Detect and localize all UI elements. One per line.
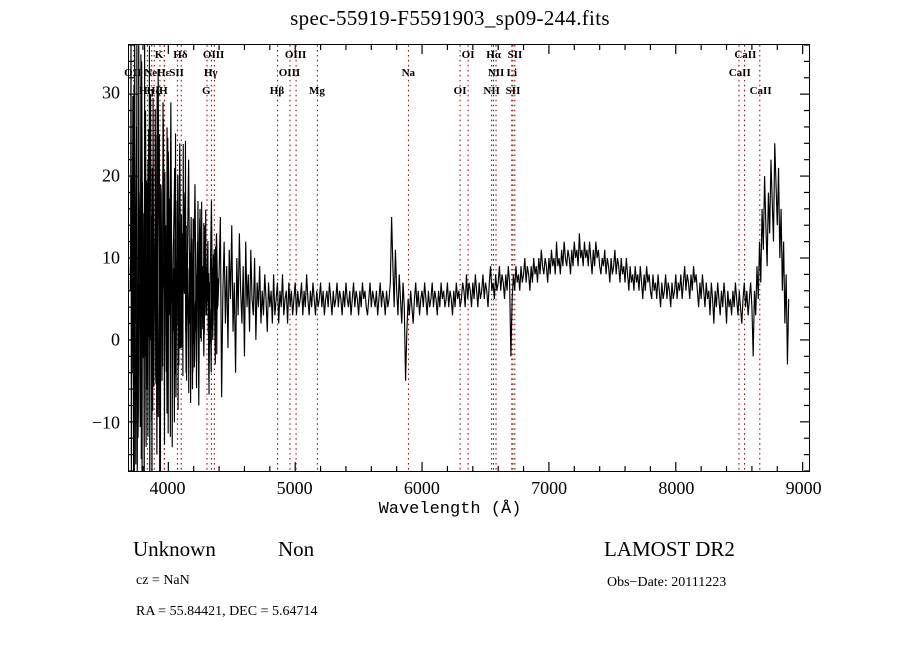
line-marker-label: OIII [202,49,225,61]
line-marker-label: Hγ [203,67,218,79]
line-marker-label: H [159,85,168,97]
line-marker-label: Mg [308,85,325,97]
line-marker-label: OI [461,49,475,61]
coordinates: RA = 55.84421, DEC = 5.64714 [136,604,318,619]
line-marker-label: SII [505,85,521,97]
line-marker-label: K [154,49,164,61]
x-tick-label: 8000 [658,478,695,498]
y-tick-label: 10 [102,247,120,268]
spectrum-trace [129,45,790,471]
line-marker-label: NII [483,85,500,97]
line-marker-label: OIII [278,67,301,79]
y-tick-label: 0 [111,329,120,350]
line-marker-label: OII [124,67,142,79]
line-marker-label: Hβ [269,85,285,97]
line-marker-label: OI [453,85,467,97]
line-marker-label: Hδ [173,49,188,61]
object-subclass: Non [278,537,315,561]
line-marker-label: Hε [156,67,171,79]
line-marker-label: NII [487,67,505,79]
survey-name: LAMOST DR2 [604,537,735,561]
y-tick-label: −10 [91,412,120,433]
line-marker-label: CaII [728,67,751,79]
observation-date: Obs−Date: 20111223 [607,575,727,590]
line-marker-label: G [201,85,211,97]
redshift-value: cz = NaN [136,573,190,588]
line-marker-label: Na [401,67,416,79]
line-marker-label: Hζ [146,85,160,97]
line-markers-layer [133,45,761,471]
line-marker-label: SII [507,49,523,61]
y-tick-label: 30 [102,82,120,103]
x-tick-label: 6000 [403,478,440,498]
line-marker-label: SII [169,67,184,79]
y-tick-label: 20 [102,165,120,186]
page-title: spec-55919-F5591903_sp09-244.fits [290,6,610,30]
line-marker-label: CaII [734,49,757,61]
object-class: Unknown [133,537,216,561]
line-marker-label: Hη [139,85,154,97]
spectrum-plot [128,44,810,472]
line-marker-label: Li [506,67,518,79]
x-tick-label: 7000 [531,478,568,498]
x-tick-label: 5000 [276,478,313,498]
line-marker-label: Ne [144,67,158,79]
x-axis-label: Wavelength (Å) [378,500,522,519]
line-marker-label: CaII [749,85,772,97]
x-tick-label: 4000 [149,478,186,498]
line-marker-label: Hα [486,49,501,61]
x-tick-label: 9000 [785,478,822,498]
line-marker-label: OIII [284,49,307,61]
